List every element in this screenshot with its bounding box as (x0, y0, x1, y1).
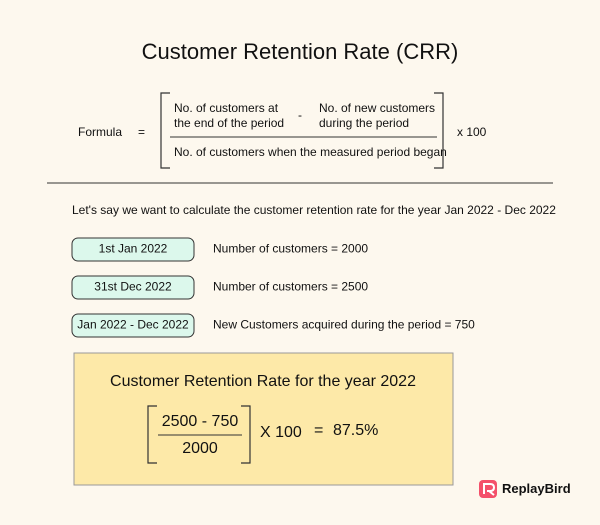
bracket (241, 405, 251, 464)
minus: - (298, 108, 302, 122)
bracket (434, 92, 444, 169)
bracket (147, 405, 157, 464)
result-answer: 87.5% (333, 422, 378, 439)
result-title: Customer Retention Rate for the year 202… (110, 373, 416, 390)
formula-label: Formula (78, 125, 122, 139)
denominator: No. of customers when the measured perio… (174, 145, 447, 159)
brand: ReplayBird (502, 481, 571, 496)
result-multiplier: X 100 (260, 424, 302, 441)
multiplier: x 100 (457, 125, 487, 139)
pill (71, 313, 195, 338)
pill (71, 275, 195, 300)
pill (71, 237, 195, 262)
bracket (160, 92, 170, 169)
numerator-left: No. of customers at (174, 101, 279, 115)
pill-text: 1st Jan 2022 (99, 242, 168, 256)
intro: Let's say we want to calculate the custo… (72, 203, 556, 217)
row-text: Number of customers = 2000 (213, 242, 368, 256)
row-text: Number of customers = 2500 (213, 280, 368, 294)
numerator-left: the end of the period (174, 116, 284, 130)
brand-logo-mark (483, 483, 496, 496)
pill-text: Jan 2022 - Dec 2022 (77, 318, 189, 332)
pill-text: 31st Dec 2022 (94, 280, 172, 294)
result-numerator: 2500 - 750 (162, 413, 239, 430)
result-denominator: 2000 (182, 440, 218, 457)
result-box (73, 352, 454, 486)
numerator-right: No. of new customers (319, 101, 435, 115)
numerator-right: during the period (319, 116, 409, 130)
title: Customer Retention Rate (CRR) (142, 39, 459, 64)
formula-equals: = (138, 125, 145, 139)
result-equals: = (314, 422, 323, 439)
row-text: New Customers acquired during the period… (213, 318, 475, 332)
